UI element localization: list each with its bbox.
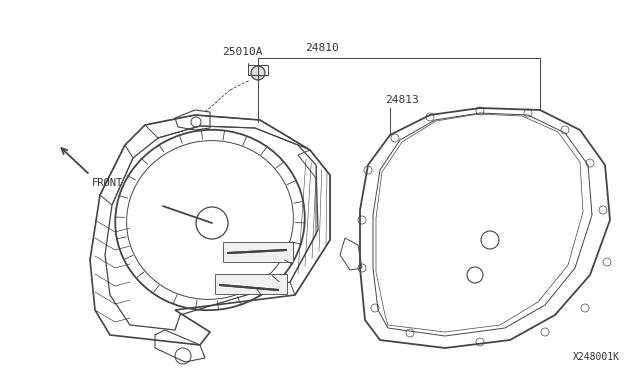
Text: FRONT: FRONT — [92, 178, 124, 188]
Bar — [223, 242, 293, 262]
Text: 25010A: 25010A — [222, 47, 262, 57]
Bar — [215, 274, 287, 294]
Text: 24810: 24810 — [305, 43, 339, 53]
Text: X248001K: X248001K — [573, 352, 620, 362]
Bar — [248, 65, 268, 75]
Text: 24813: 24813 — [385, 95, 419, 105]
Circle shape — [251, 66, 265, 80]
